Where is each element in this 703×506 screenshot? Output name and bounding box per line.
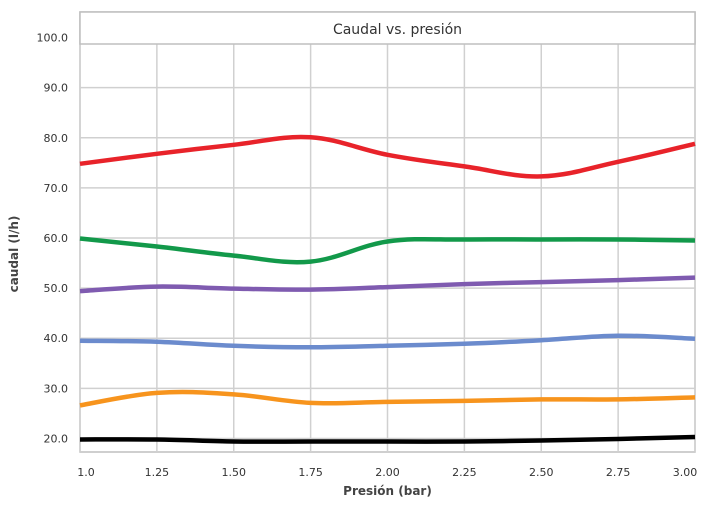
series-lines <box>79 134 696 444</box>
x-tick-label: 2.00 <box>375 466 400 479</box>
y-tick-label: 20.0 <box>44 432 69 445</box>
x-tick-labels: 1.0 1.25 1.50 1.75 2.00 2.25 2.50 2.75 3.00 <box>77 466 697 479</box>
x-tick-label: 2.25 <box>452 466 477 479</box>
y-tick-label: 40.0 <box>44 332 69 345</box>
y-tick-label: 90.0 <box>44 82 69 95</box>
series-line-4 <box>79 333 696 350</box>
series-line-5 <box>79 389 696 408</box>
y-axis-title: caudal (l/h) <box>7 216 21 293</box>
x-tick-label: 3.00 <box>673 466 698 479</box>
y-tick-label: 80.0 <box>44 132 69 145</box>
series-line-1 <box>79 134 696 179</box>
title-band: Caudal vs. presión <box>79 11 696 45</box>
x-tick-label: 1.50 <box>222 466 247 479</box>
title-box <box>79 11 696 45</box>
chart-title: Caudal vs. presión <box>333 22 462 38</box>
x-axis-title: Presión (bar) <box>343 484 432 498</box>
series-line-2 <box>79 236 696 265</box>
series-line-6 <box>79 434 696 444</box>
y-tick-labels: 20.0 30.0 40.0 50.0 60.0 70.0 80.0 90.0 100.0 <box>37 32 69 446</box>
x-tick-label: 1.75 <box>298 466 323 479</box>
y-tick-label: 30.0 <box>44 382 69 395</box>
x-tick-label: 1.25 <box>145 466 170 479</box>
y-tick-label: 70.0 <box>44 182 69 195</box>
series-line-3 <box>79 275 696 294</box>
y-tick-label: 100.0 <box>37 32 69 45</box>
y-tick-label: 60.0 <box>44 232 69 245</box>
y-tick-label: 50.0 <box>44 282 69 295</box>
x-tick-label: 2.50 <box>529 466 554 479</box>
x-tick-label: 1.0 <box>77 466 95 479</box>
x-tick-label: 2.75 <box>606 466 631 479</box>
